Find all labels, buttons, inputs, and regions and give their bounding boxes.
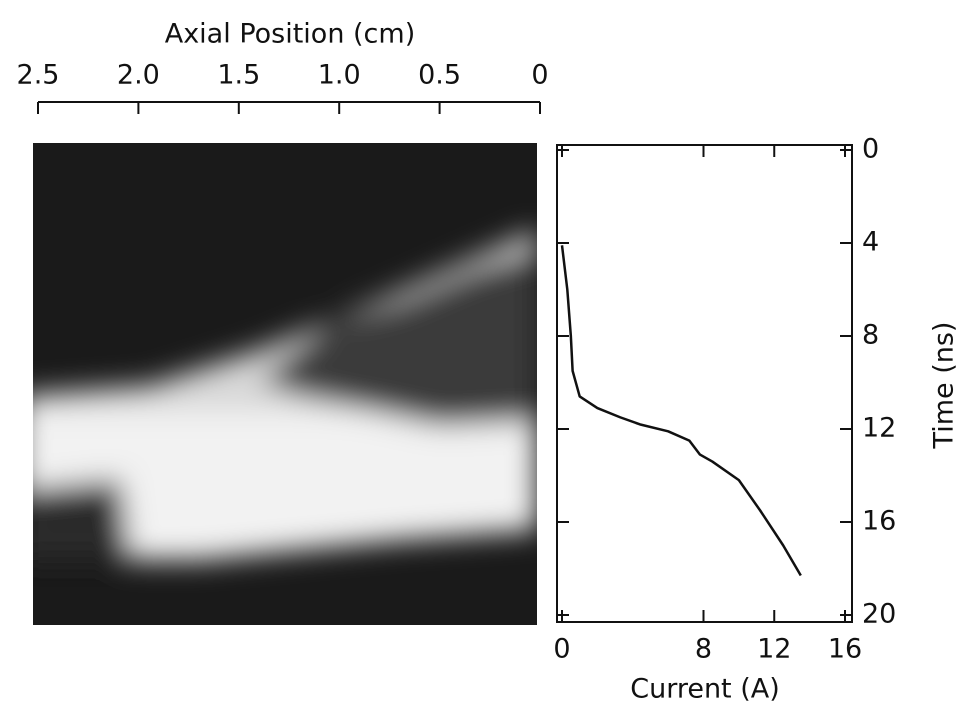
x-tick-label: 0 [531,60,548,91]
x-tick-label: 2.0 [117,60,160,91]
y-tick-label: 0 [862,134,879,165]
y-tick-label: 16 [862,506,896,537]
x-tick-label: 1.0 [318,60,361,91]
plot-frame [556,144,853,623]
y-tick-label: 4 [862,227,879,258]
x-axis-title: Current (A) [630,674,780,705]
x-axis-title: Axial Position (cm) [165,19,416,50]
x-tick-label: 16 [828,634,862,665]
x-tick-label: 0 [553,634,570,665]
y-tick-label: 20 [862,599,896,630]
current-line [560,245,802,577]
x-tick-label: 2.5 [17,60,60,91]
y-tick-label: 12 [862,413,896,444]
y-axis-title: Time (ns) [929,322,960,450]
y-tick-label: 8 [862,320,879,351]
x-tick-label: 12 [757,634,791,665]
x-tick-label: 8 [695,634,712,665]
x-tick-label: 1.5 [217,60,260,91]
streak-image [33,143,537,625]
x-tick-label: 0.5 [418,60,461,91]
